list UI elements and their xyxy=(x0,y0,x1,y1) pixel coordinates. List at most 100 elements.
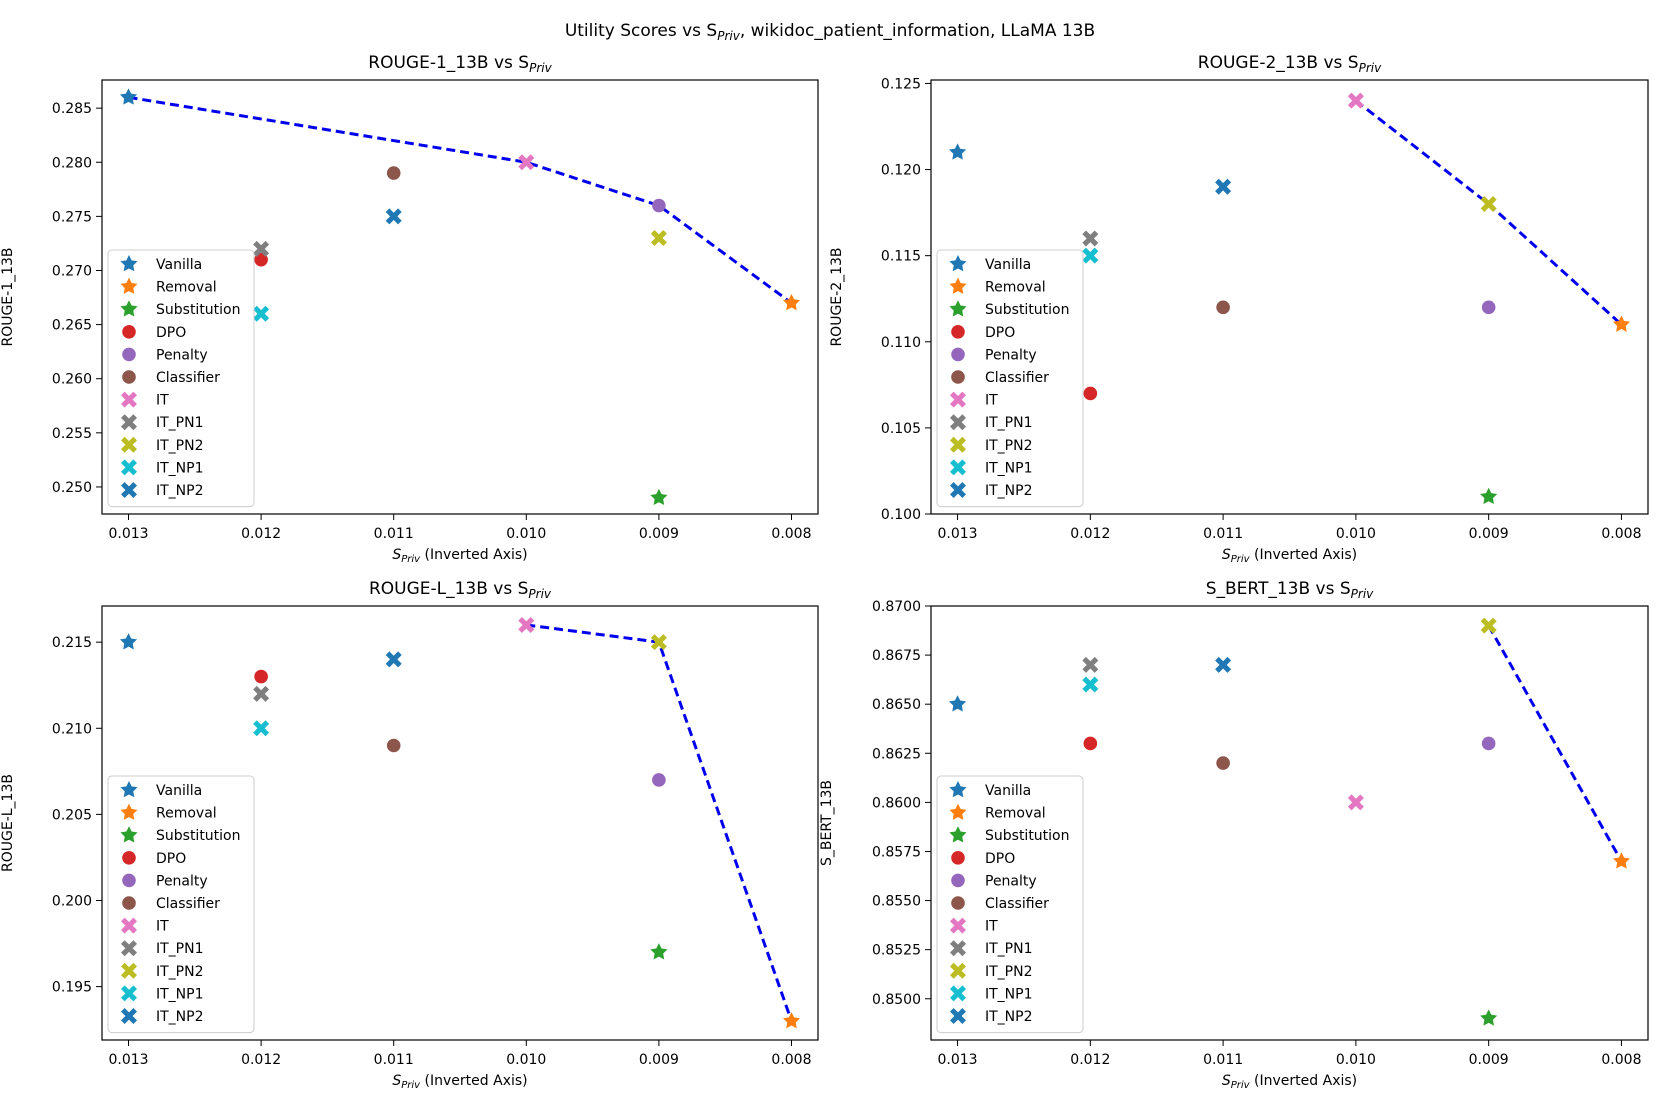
legend-marker-it-pn2 xyxy=(950,436,966,453)
point-classifier xyxy=(1216,300,1230,315)
legend-marker-it xyxy=(950,391,966,408)
point-it-pn1 xyxy=(253,240,270,257)
legend-label-classifier: Classifier xyxy=(985,896,1049,912)
axes-frame xyxy=(101,79,819,515)
point-it-np1 xyxy=(1082,676,1099,693)
x-tick-label: 0.008 xyxy=(771,1052,811,1068)
point-it-pn2 xyxy=(1480,196,1497,212)
legend-marker-it-pn1 xyxy=(950,940,966,957)
legend-marker-it-np1 xyxy=(121,459,137,476)
x-tick-label: 0.012 xyxy=(241,526,281,542)
subplot-title: ROUGE-2_13B vs SPriv xyxy=(1198,53,1382,75)
legend-label-it-pn2: IT_PN2 xyxy=(985,964,1033,980)
legend: Vanilla Removal Substitution DPO Penalty Clas… xyxy=(107,775,255,1034)
subplot-3: ROUGE-L_13B vs SPriv 0.013 0.012 0.011 0.010… xyxy=(0,579,819,1091)
point-vanilla xyxy=(949,695,967,712)
legend-label-removal: Removal xyxy=(156,280,217,296)
point-dpo xyxy=(254,669,268,684)
legend-label-penalty: Penalty xyxy=(985,873,1037,889)
point-it-pn2 xyxy=(1480,617,1497,634)
y-tick-label: 0.280 xyxy=(52,155,92,171)
legend-marker-classifier xyxy=(951,370,965,384)
legend-label-it-np2: IT_NP2 xyxy=(156,483,204,499)
legend-label-it-np2: IT_NP2 xyxy=(985,483,1033,499)
legend: Vanilla Removal Substitution DPO Penalty Clas… xyxy=(936,775,1084,1034)
legend-marker-it-pn2 xyxy=(121,962,137,979)
legend-marker-vanilla xyxy=(120,255,138,272)
legend-label-dpo: DPO xyxy=(156,851,186,867)
y-tick-label: 0.210 xyxy=(52,721,92,737)
legend-label-it-np1: IT_NP1 xyxy=(156,460,204,476)
legend-label-dpo: DPO xyxy=(985,851,1015,867)
y-tick-label: 0.8550 xyxy=(872,894,921,910)
y-tick-label: 0.285 xyxy=(52,101,92,117)
legend-marker-it xyxy=(121,917,137,934)
legend-marker-substitution xyxy=(949,826,967,843)
legend-marker-removal xyxy=(949,803,967,820)
legend-marker-vanilla xyxy=(120,781,138,798)
y-tick-label: 0.8500 xyxy=(872,992,921,1008)
legend-label-it-pn2: IT_PN2 xyxy=(156,438,204,454)
x-tick-label: 0.011 xyxy=(374,526,414,542)
point-it-np2 xyxy=(1215,656,1232,673)
y-tick-label: 0.250 xyxy=(52,480,92,496)
point-it-pn1 xyxy=(1082,230,1099,247)
legend-box xyxy=(107,775,255,1034)
subplot-4: S_BERT_13B vs SPriv 0.013 0.012 0.011 0.010 0… xyxy=(819,579,1649,1091)
y-tick-label: 0.110 xyxy=(881,335,921,351)
point-vanilla xyxy=(119,88,138,105)
y-tick-label: 0.260 xyxy=(52,372,92,388)
point-it-np1 xyxy=(253,305,270,322)
legend-label-it-np1: IT_NP1 xyxy=(156,986,204,1002)
point-substitution xyxy=(1480,1009,1498,1026)
legend-label-removal: Removal xyxy=(156,806,217,822)
legend-label-vanilla: Vanilla xyxy=(156,783,202,799)
subplot-2: ROUGE-2_13B vs SPriv 0.013 0.012 0.011 0.010… xyxy=(829,53,1649,565)
legend-marker-it-np2 xyxy=(121,1008,137,1024)
figure-suptitle: Utility Scores vs SPriv, wikidoc_patient… xyxy=(565,21,1095,43)
y-tick-label: 0.205 xyxy=(52,807,92,823)
x-tick-label: 0.011 xyxy=(1203,1052,1243,1068)
legend-marker-penalty xyxy=(122,347,136,362)
point-it-np1 xyxy=(253,720,270,737)
axes-frame xyxy=(101,605,819,1041)
legend-label-it-np2: IT_NP2 xyxy=(156,1009,204,1025)
legend-label-vanilla: Vanilla xyxy=(985,783,1031,799)
point-substitution xyxy=(650,488,668,506)
x-axis-label: SPriv (Inverted Axis) xyxy=(1222,1073,1357,1091)
x-tick-label: 0.013 xyxy=(938,1052,978,1068)
y-tick-label: 0.255 xyxy=(52,426,92,442)
legend-label-it: IT xyxy=(985,919,998,935)
legend-label-substitution: Substitution xyxy=(985,302,1070,318)
legend-marker-dpo xyxy=(122,325,136,339)
legend-marker-removal xyxy=(120,277,138,294)
point-vanilla xyxy=(119,633,138,650)
legend-box xyxy=(107,249,255,508)
legend-label-substitution: Substitution xyxy=(156,828,241,844)
y-tick-label: 0.8575 xyxy=(872,844,921,860)
pareto-frontier-line xyxy=(526,623,793,1022)
legend-label-penalty: Penalty xyxy=(985,347,1037,363)
x-tick-label: 0.009 xyxy=(1469,526,1509,542)
legend-label-it: IT xyxy=(985,393,998,409)
point-it-pn1 xyxy=(1082,656,1099,673)
x-tick-label: 0.013 xyxy=(108,1052,148,1068)
x-tick-label: 0.010 xyxy=(506,1052,546,1068)
legend-marker-classifier xyxy=(122,896,136,910)
point-penalty xyxy=(652,773,666,787)
point-penalty xyxy=(1481,300,1496,315)
subplot-grid: ROUGE-1_13B vs SPriv 0.013 0.012 0.011 0.010… xyxy=(0,53,1649,1091)
point-substitution xyxy=(650,943,668,960)
legend-marker-it-pn2 xyxy=(121,436,137,453)
legend-marker-vanilla xyxy=(949,255,967,272)
point-it-np2 xyxy=(1215,178,1232,195)
legend-marker-it-np1 xyxy=(121,985,137,1002)
legend-marker-it-np1 xyxy=(950,459,966,476)
pareto-frontier-line xyxy=(1487,624,1623,863)
legend-label-classifier: Classifier xyxy=(156,370,220,386)
legend-label-vanilla: Vanilla xyxy=(156,257,202,273)
y-tick-label: 0.115 xyxy=(881,249,921,265)
legend-marker-dpo xyxy=(951,851,965,865)
subplot-1: ROUGE-1_13B vs SPriv 0.013 0.012 0.011 0.010… xyxy=(0,53,819,565)
